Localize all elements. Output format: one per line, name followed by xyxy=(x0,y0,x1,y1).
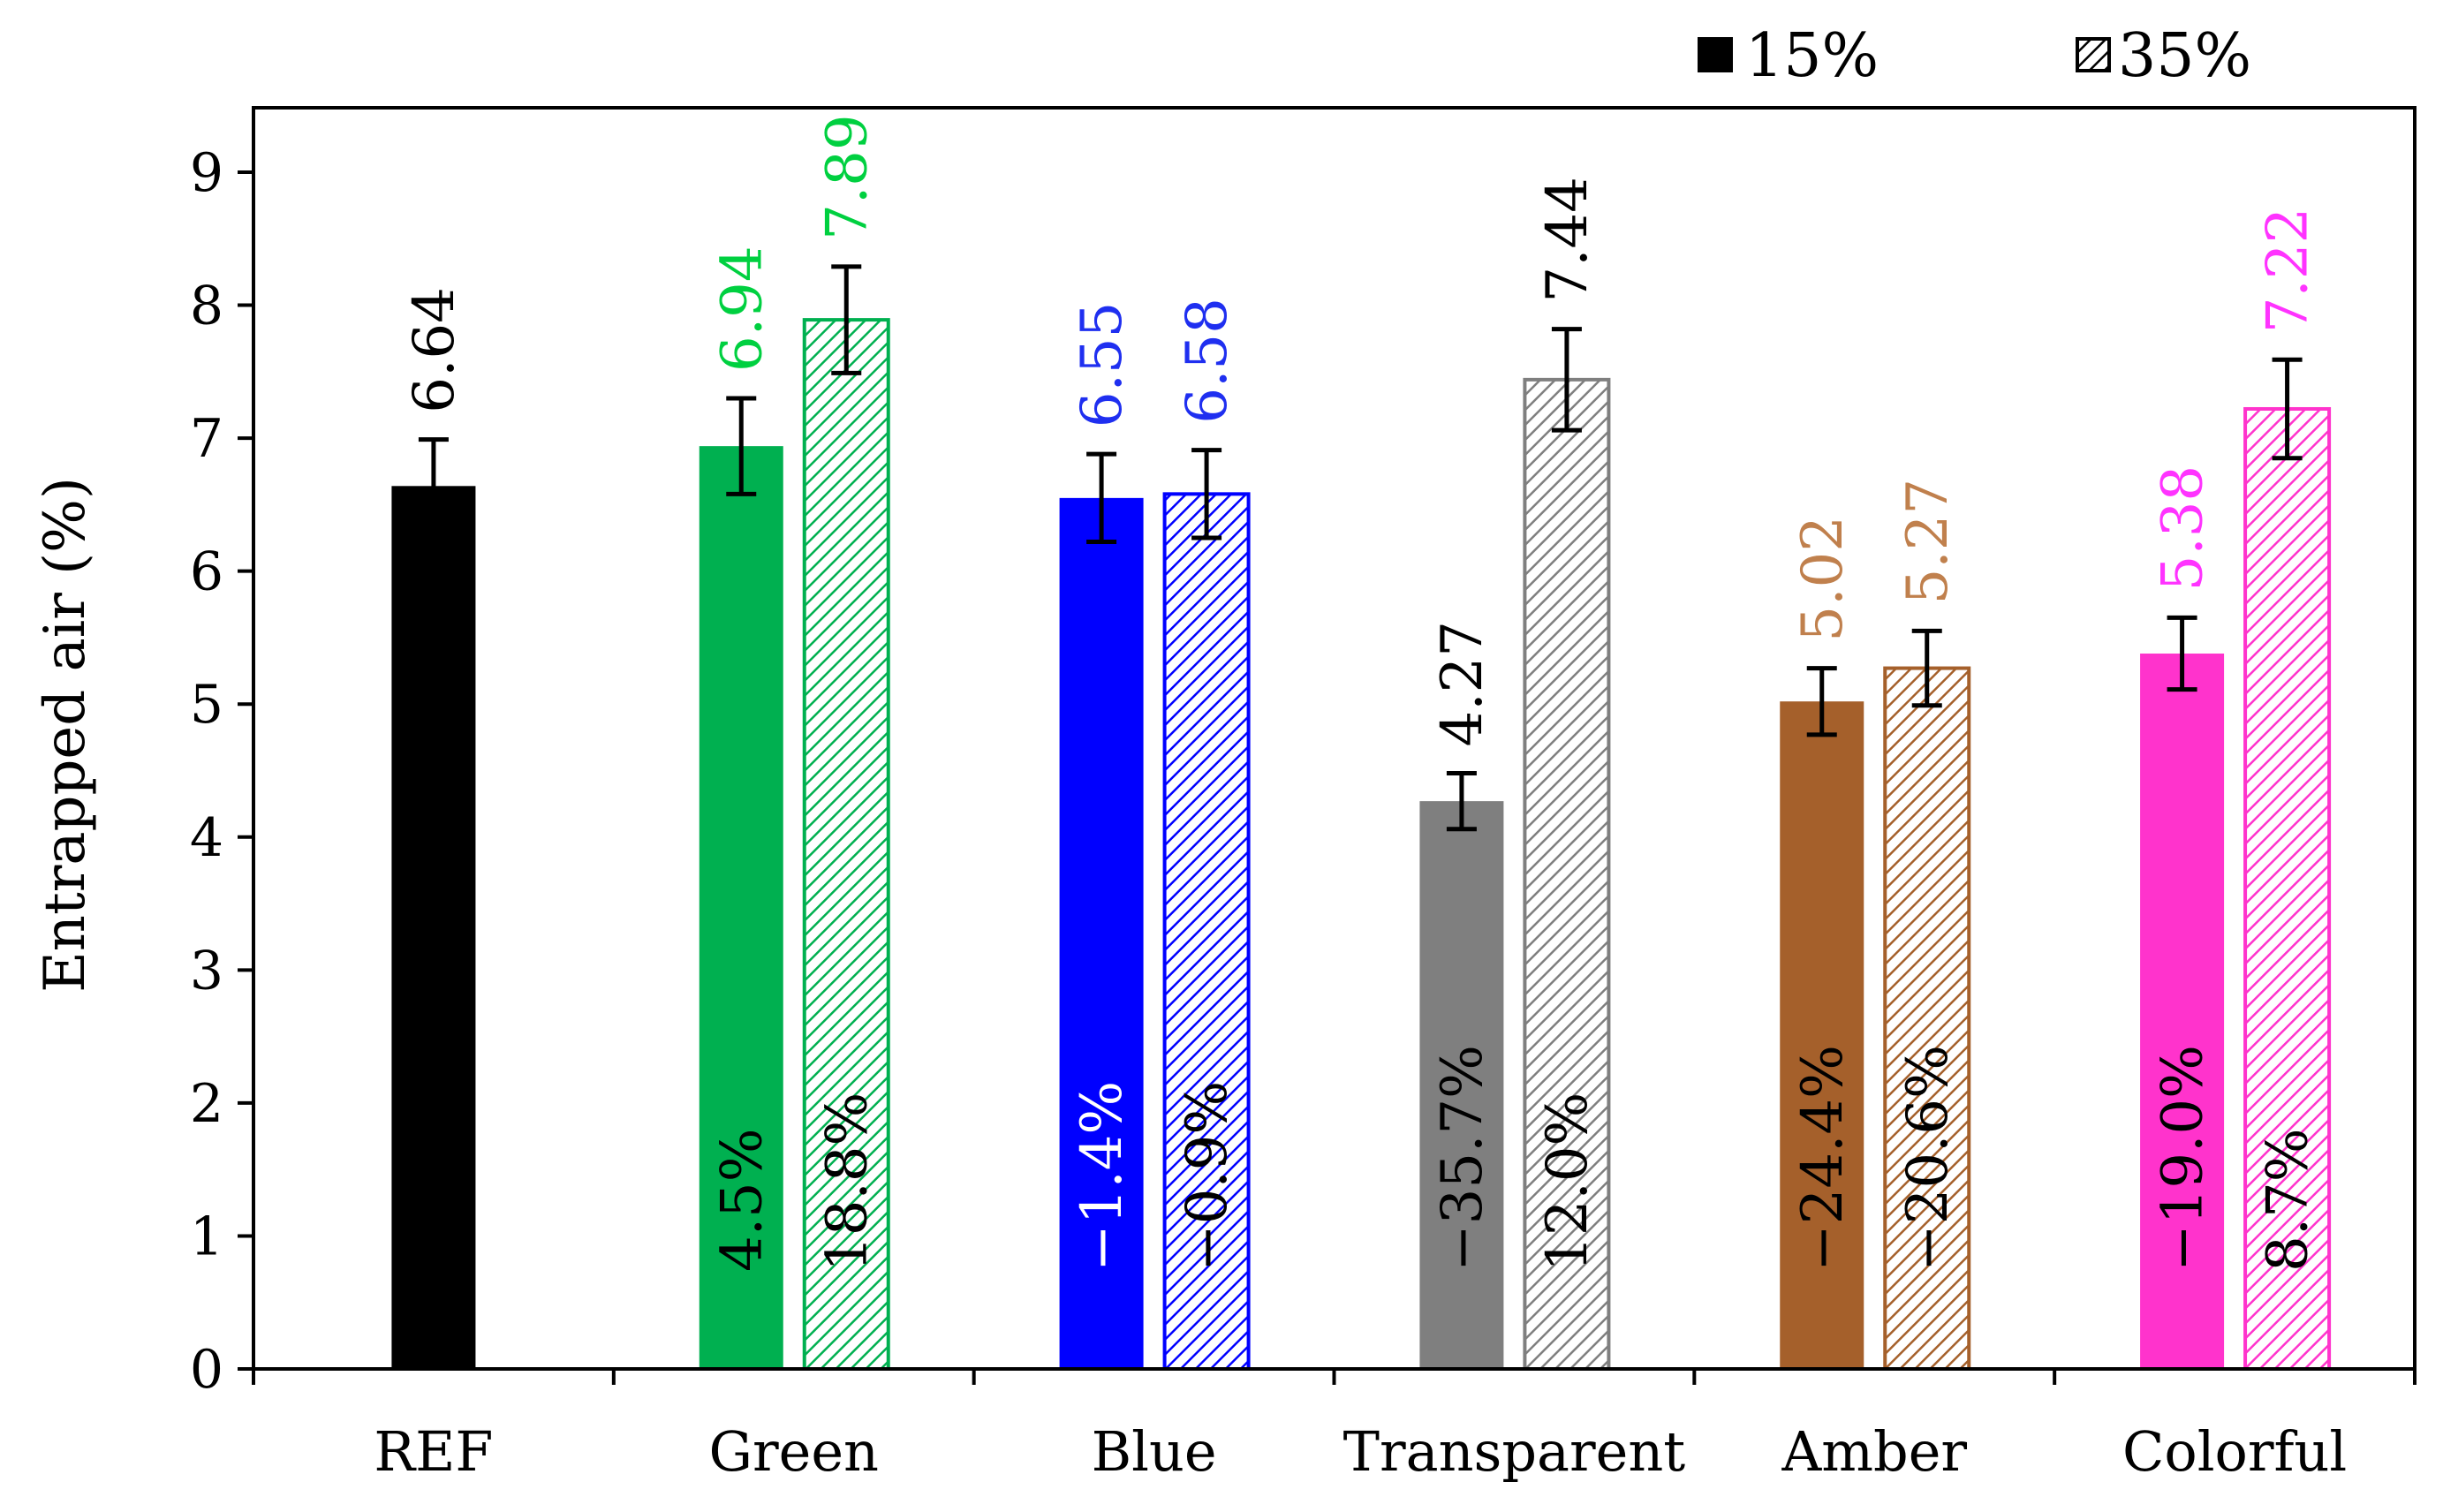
x-category-label-amber: Amber xyxy=(1781,1419,1967,1484)
bar-colorful-35 xyxy=(2243,406,2332,1371)
change-label-amber-15: −24.4% xyxy=(1790,1045,1856,1272)
change-label-blue-15: −1.4% xyxy=(1070,1081,1135,1272)
bar-colorful-15 xyxy=(2140,654,2225,1369)
bar-transparent-35 xyxy=(1523,377,1611,1371)
legend: 15% 35% xyxy=(1698,21,2251,91)
bar-green-15 xyxy=(699,446,783,1370)
change-label-green-15: 4.5% xyxy=(709,1128,775,1272)
x-category-label-blue: Blue xyxy=(1092,1419,1217,1484)
value-label-green-35: 7.89 xyxy=(814,114,880,240)
change-label-amber-35: −20.6% xyxy=(1895,1045,1961,1272)
y-tick-label: 6 xyxy=(190,541,223,603)
bar-amber-15 xyxy=(1780,701,1864,1369)
y-tick-label: 4 xyxy=(190,807,223,869)
y-tick-label: 8 xyxy=(190,276,223,337)
bar-transparent-15 xyxy=(1419,801,1504,1369)
legend-swatch-hatched xyxy=(2076,37,2111,72)
y-tick-label: 5 xyxy=(190,674,223,736)
value-label-blue-35: 6.58 xyxy=(1175,298,1240,424)
y-tick-label: 3 xyxy=(190,940,223,1002)
value-label-colorful-15: 5.38 xyxy=(2151,465,2216,592)
y-tick-label: 1 xyxy=(190,1206,223,1267)
value-label-ref-15: 6.64 xyxy=(402,287,467,413)
change-label-colorful-35: 8.7% xyxy=(2256,1128,2321,1272)
change-label-blue-35: −0.9% xyxy=(1175,1081,1240,1272)
bars-layer xyxy=(391,264,2332,1371)
change-label-green-35: 18.8% xyxy=(814,1092,880,1272)
change-label-transparent-15: −35.7% xyxy=(1430,1045,1495,1272)
change-label-colorful-15: −19.0% xyxy=(2151,1045,2216,1272)
value-label-colorful-35: 7.22 xyxy=(2256,208,2321,334)
x-category-label-transparent: Transparent xyxy=(1343,1419,1686,1484)
plot-frame xyxy=(252,106,2417,1371)
bar-ref-15 xyxy=(391,486,476,1369)
y-axis-title: Entrapped air (%) xyxy=(33,477,98,993)
axis-layer: 0 1 2 3 4 5 6 7 8 9 xyxy=(190,142,2417,1401)
value-label-green-15: 6.94 xyxy=(709,246,775,372)
x-category-label-ref: REF xyxy=(374,1419,493,1484)
bar-blue-15 xyxy=(1059,497,1144,1369)
value-label-transparent-15: 4.27 xyxy=(1430,621,1495,747)
value-label-amber-15: 5.02 xyxy=(1790,516,1856,642)
change-label-transparent-35: 12.0% xyxy=(1535,1092,1600,1272)
value-label-blue-15: 6.55 xyxy=(1070,302,1135,428)
y-tick-label: 7 xyxy=(190,408,223,470)
value-label-amber-35: 5.27 xyxy=(1895,479,1961,605)
labels-layer: REF 6.64 Green 6.94 4.5% 7.89 18.8% Blue 6.55 −1.… xyxy=(374,114,2347,1484)
legend-swatch-solid xyxy=(1698,37,1733,72)
y-tick-label: 9 xyxy=(190,142,223,204)
legend-label-15: 15% xyxy=(1745,21,1879,91)
y-tick-label: 2 xyxy=(190,1073,223,1135)
y-tick-label: 0 xyxy=(190,1339,223,1401)
x-category-label-colorful: Colorful xyxy=(2122,1419,2347,1484)
value-label-transparent-35: 7.44 xyxy=(1535,177,1600,303)
x-category-label-green: Green xyxy=(709,1419,879,1484)
legend-label-35: 35% xyxy=(2118,21,2251,91)
bar-amber-35 xyxy=(1883,666,1971,1371)
